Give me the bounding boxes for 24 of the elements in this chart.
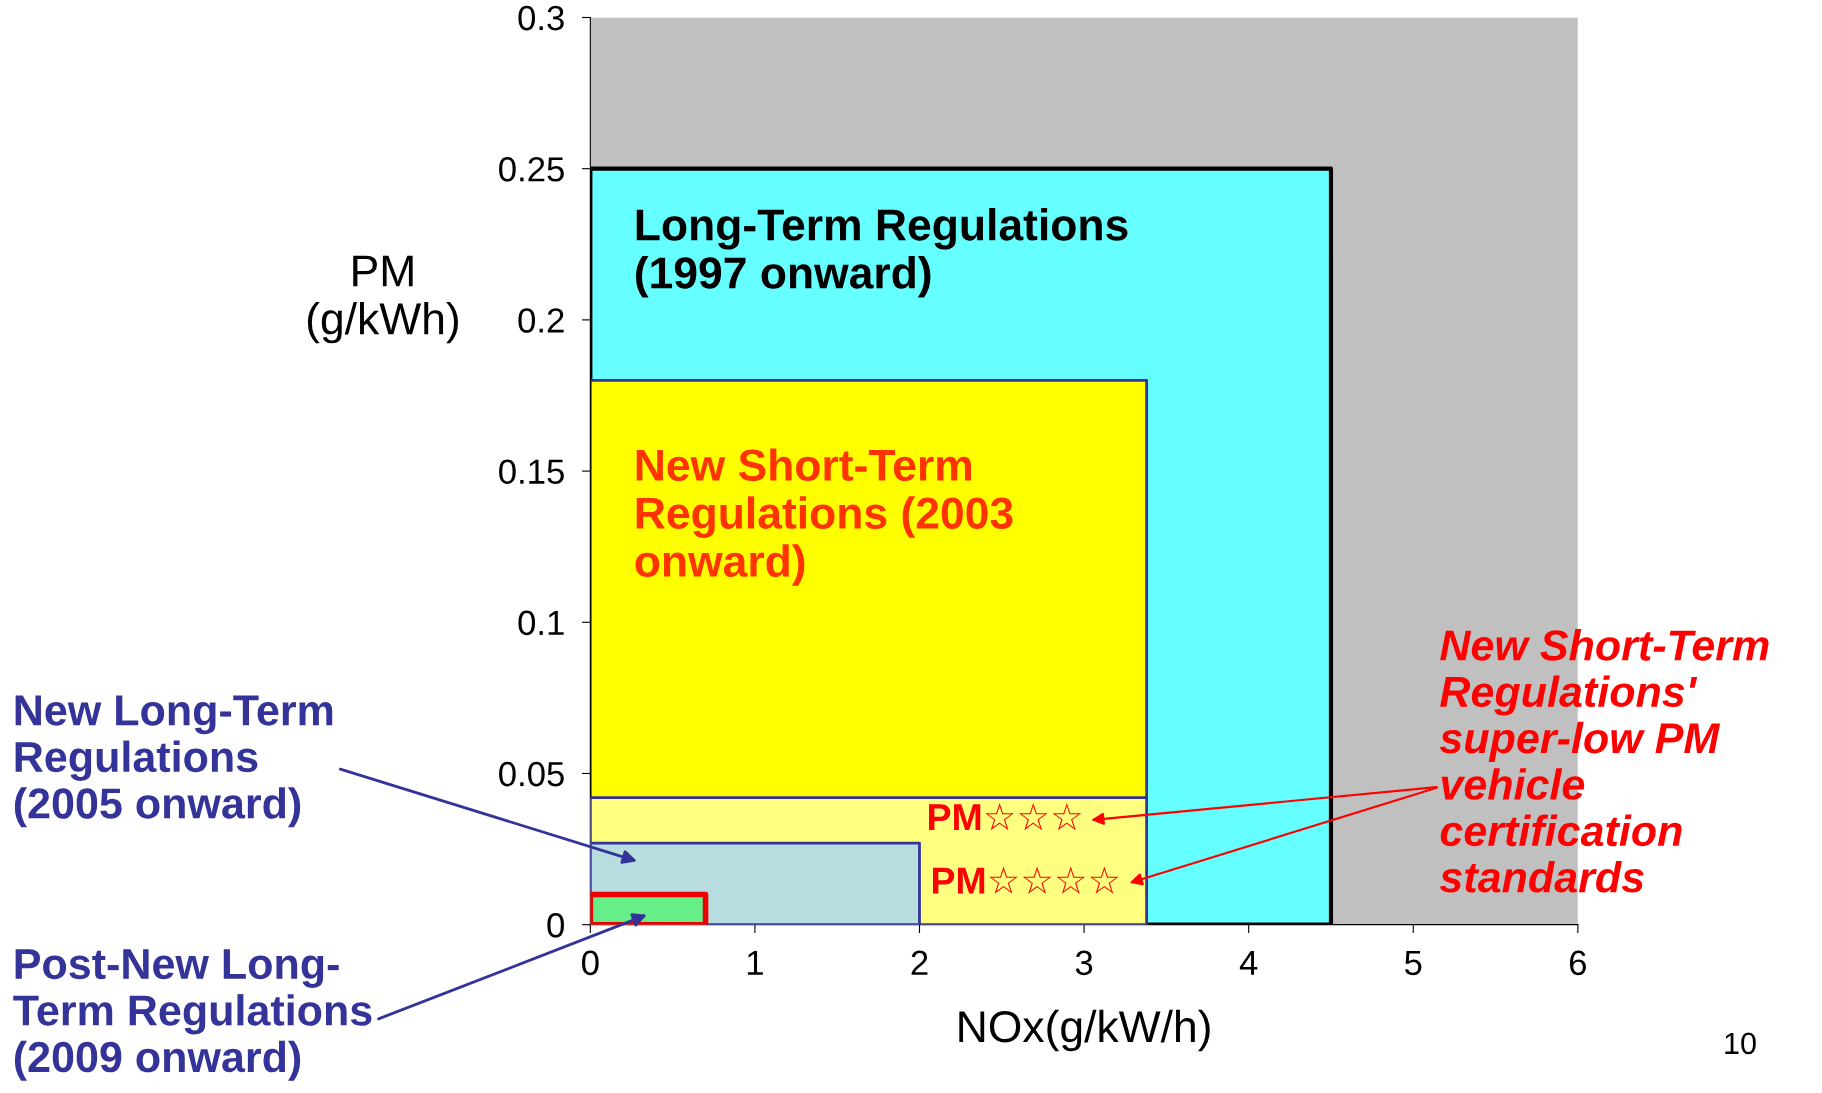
annotation: New Short-Term Regulations (2003 onward) [635, 448, 1013, 586]
text: 10 [1725, 1032, 1756, 1055]
annotation: Long-Term Regulations (1997 onward) [635, 208, 1128, 298]
x-axis-title: NOx(g/kW/h) [959, 1009, 1210, 1052]
x-tick-label: 1 [747, 950, 763, 975]
y-tick-label: 0.2 [518, 308, 564, 333]
text: New Long-Term Regulations (2005 onward) [14, 695, 333, 828]
y-axis-title: PM (g/kWh) [307, 255, 458, 344]
x-tick-label: 5 [1405, 950, 1422, 976]
annotation: New Short-Term Regulations' super-low PM vehicle certification standards [1439, 629, 1769, 893]
y-tick-label: 0 [547, 913, 564, 938]
y-tick-label: 0.15 [499, 459, 564, 485]
x-tick-label: 6 [1569, 950, 1586, 976]
y-tick-label: 0.3 [518, 5, 564, 31]
y-tick-label: 0.25 [499, 157, 564, 182]
x-tick-label: 3 [1075, 950, 1093, 976]
annotation: PM☆☆☆☆ [932, 866, 1119, 894]
text: Post-New Long- Term Regulations (2009 onward) [13, 949, 372, 1081]
x-tick-label: 0 [582, 950, 599, 976]
y-tick-label: 0.05 [499, 761, 564, 787]
y-tick-label: 0.1 [518, 610, 564, 636]
x-tick-label: 4 [1239, 950, 1258, 975]
annotation: PM☆☆☆ [929, 802, 1082, 831]
x-tick-label: 2 [911, 950, 928, 975]
